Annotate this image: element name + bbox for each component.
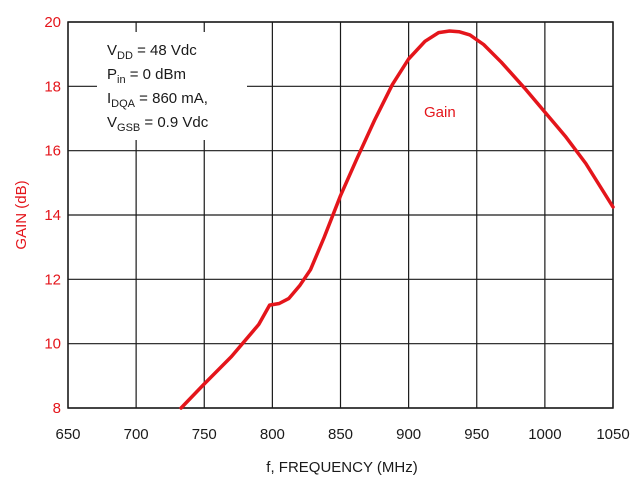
x-tick-label: 900 — [396, 426, 421, 443]
x-tick-label: 850 — [328, 426, 353, 443]
y-tick-label: 10 — [44, 336, 61, 353]
x-axis-ticks: 650 700 750 800 850 900 950 1000 1050 — [55, 426, 629, 443]
conditions-annotation: VDD = 48 Vdc Pin = 0 dBm IDQA = 860 mA, VGS… — [97, 32, 247, 140]
x-tick-label: 650 — [55, 426, 80, 443]
conditions-background — [97, 32, 247, 140]
x-tick-label: 800 — [260, 426, 285, 443]
condition-line: VGSB = 0.9 Vdc — [107, 114, 209, 134]
x-axis-label: f, FREQUENCY (MHz) — [266, 459, 417, 476]
gain-series-line — [179, 29, 615, 410]
series-label-gain: Gain — [424, 104, 456, 121]
grid — [67, 21, 614, 409]
condition-line: VDD = 48 Vdc — [107, 42, 197, 62]
y-tick-label: 16 — [44, 143, 61, 160]
y-tick-label: 18 — [44, 78, 61, 95]
x-tick-label: 950 — [464, 426, 489, 443]
y-tick-label: 8 — [53, 400, 61, 417]
y-axis-ticks: 8 10 12 14 16 18 20 — [44, 14, 61, 417]
x-tick-label: 1050 — [596, 426, 629, 443]
x-tick-label: 750 — [192, 426, 217, 443]
y-axis-label: GAIN (dB) — [13, 180, 30, 249]
y-tick-label: 14 — [44, 207, 61, 224]
y-tick-label: 12 — [44, 271, 61, 288]
condition-line: IDQA = 860 mA, — [107, 90, 208, 110]
condition-line: Pin = 0 dBm — [107, 66, 186, 86]
plot-frame — [67, 21, 614, 409]
x-tick-label: 700 — [124, 426, 149, 443]
x-tick-label: 1000 — [528, 426, 561, 443]
y-tick-label: 20 — [44, 14, 61, 31]
